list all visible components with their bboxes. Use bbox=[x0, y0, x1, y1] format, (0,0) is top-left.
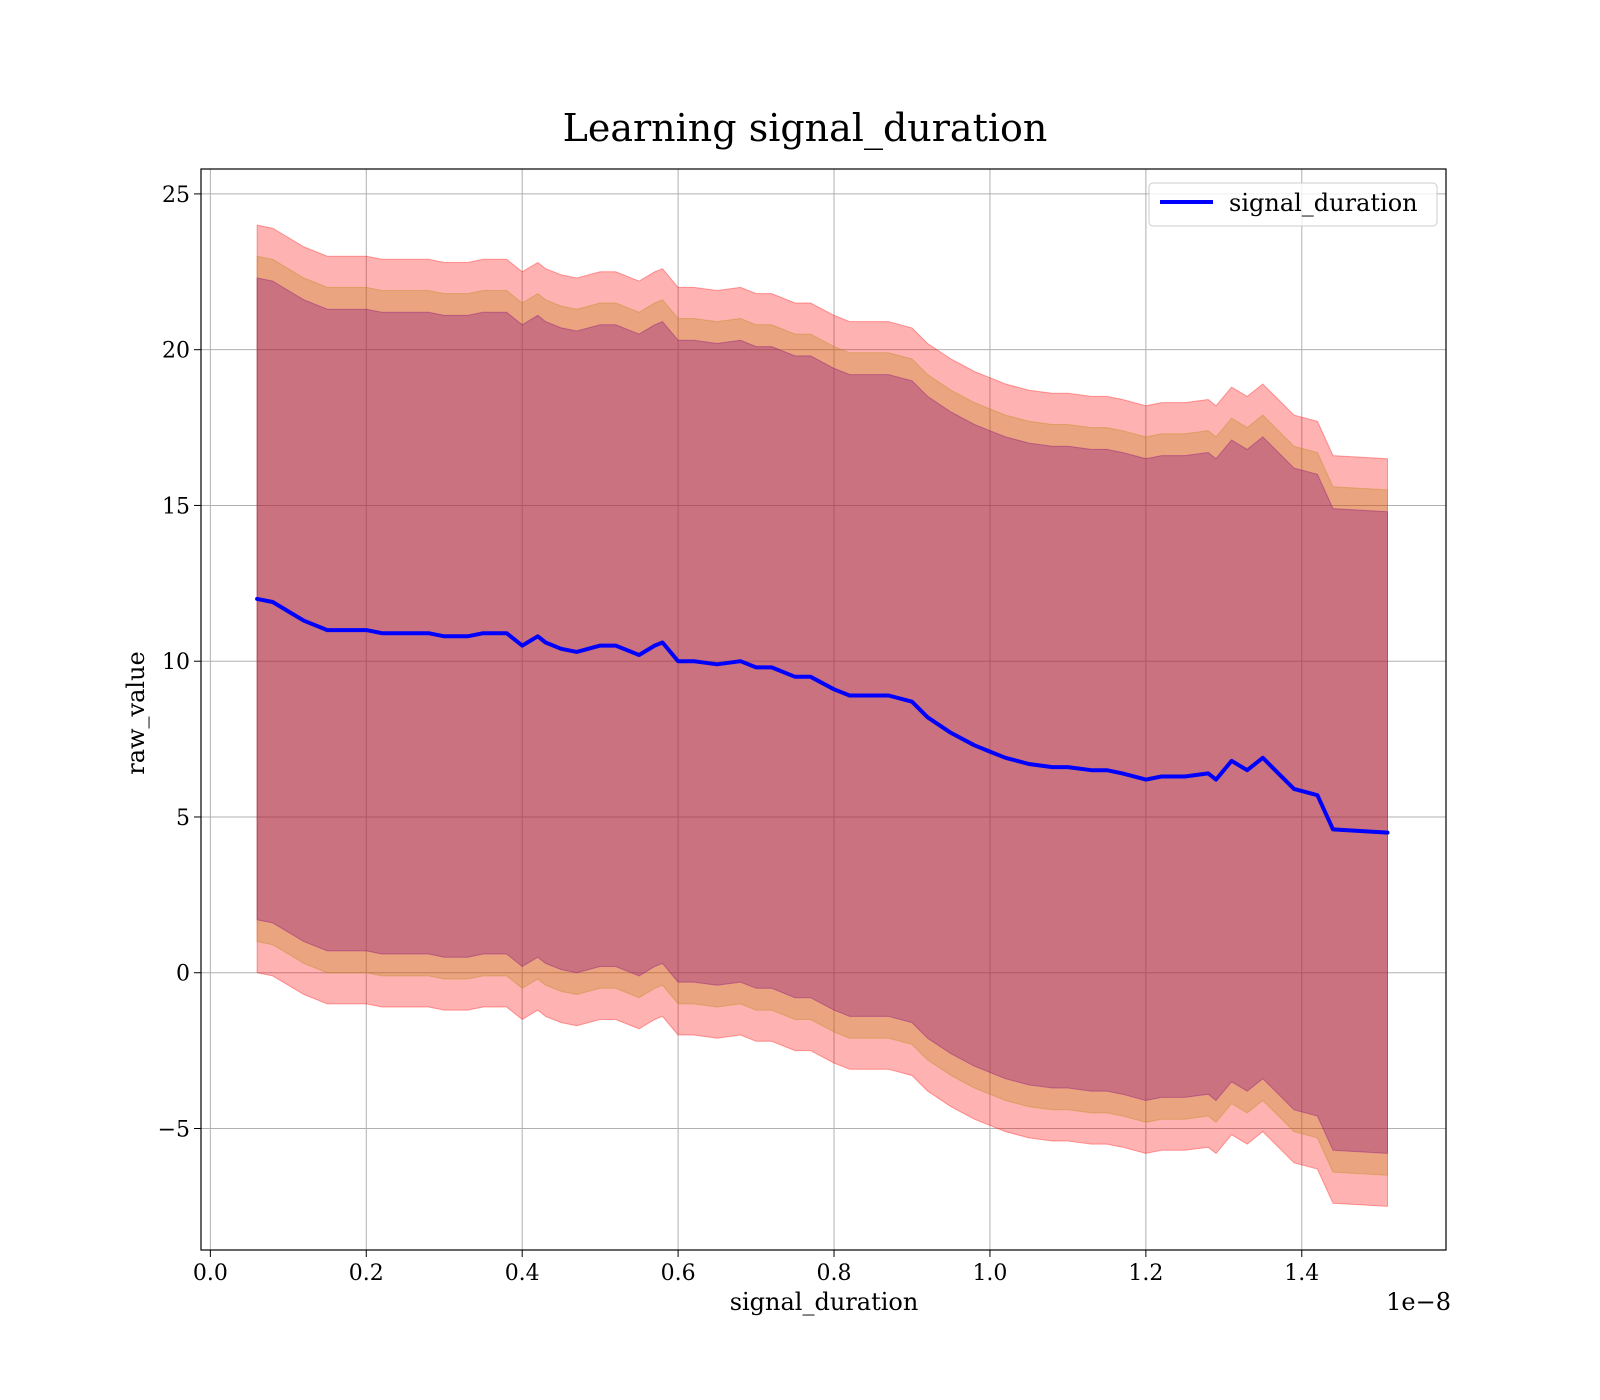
y-tick-label: 5 bbox=[176, 806, 190, 831]
uncertainty-band bbox=[256, 255, 1388, 1176]
chart-title: Learning signal_duration bbox=[563, 106, 1048, 151]
x-tick-label: 0.6 bbox=[661, 1261, 696, 1286]
y-tick-label: 0 bbox=[176, 962, 190, 987]
uncertainty-band bbox=[256, 224, 1388, 1207]
y-tick-label: 15 bbox=[162, 494, 190, 519]
series-line-signal-duration bbox=[255, 596, 1390, 835]
x-axis-label: signal_duration bbox=[730, 1288, 919, 1316]
x-tick-label: 0.8 bbox=[817, 1261, 852, 1286]
x-tick-label: 1.2 bbox=[1128, 1261, 1163, 1286]
y-tick-label: 25 bbox=[162, 183, 190, 208]
axis-ticks: 0.0 0.2 0.4 0.6 0.8 1.0 1.2 1.4 −5 0 5 10 15 20 25 bbox=[158, 183, 1320, 1286]
legend: signal_duration bbox=[1148, 182, 1438, 227]
x-axis-offset-label: 1e−8 bbox=[1386, 1288, 1451, 1316]
uncertainty-band bbox=[256, 277, 1388, 1154]
x-tick-label: 0.4 bbox=[505, 1261, 540, 1286]
y-tick-label: −5 bbox=[158, 1118, 190, 1143]
legend-box bbox=[1148, 182, 1438, 227]
x-tick-label: 0.2 bbox=[349, 1261, 384, 1286]
legend-label: signal_duration bbox=[1229, 189, 1418, 217]
y-tick-label: 10 bbox=[162, 650, 190, 675]
x-tick-label: 1.4 bbox=[1284, 1261, 1319, 1286]
y-axis-label: raw_value bbox=[122, 651, 150, 775]
x-tick-label: 1.0 bbox=[972, 1261, 1007, 1286]
series-lines bbox=[255, 596, 1390, 835]
uncertainty-bands bbox=[256, 224, 1388, 1207]
x-tick-label: 0.0 bbox=[193, 1261, 228, 1286]
plot-frame bbox=[200, 168, 1447, 1251]
y-tick-label: 20 bbox=[162, 339, 190, 364]
grid-lines bbox=[201, 169, 1446, 1250]
